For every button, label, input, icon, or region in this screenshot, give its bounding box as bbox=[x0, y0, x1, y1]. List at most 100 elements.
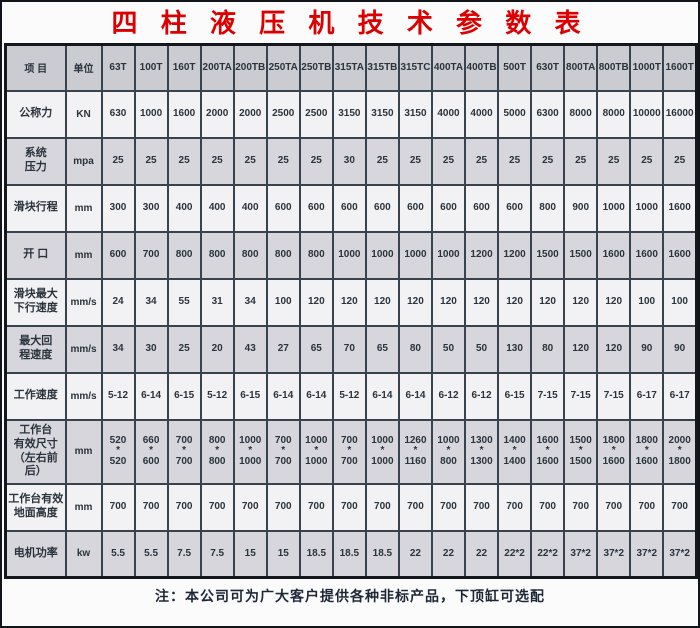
value-cell: 600 bbox=[397, 183, 433, 233]
value-cell: 700 bbox=[430, 482, 467, 532]
row-label: 最大回 程速度 bbox=[4, 324, 67, 374]
table-row: 滑块最大 下行速度 mm/s 24 34 55 31 34 100 120 120 120 120 12… bbox=[4, 277, 698, 327]
value-cell: 700 bbox=[397, 482, 433, 532]
value-cell: 18.5 bbox=[298, 529, 334, 579]
model-header-315tc: 315TC bbox=[397, 43, 433, 92]
value-cell: 2500 bbox=[265, 89, 301, 139]
value-cell: 1000 bbox=[629, 183, 665, 233]
value-cell: 6-14 bbox=[364, 371, 400, 421]
value-cell: 700 bbox=[596, 482, 632, 532]
value-cell: 34 bbox=[232, 277, 268, 327]
value-cell: 6-12 bbox=[464, 371, 500, 421]
value-cell: 600 bbox=[298, 183, 334, 233]
value-cell: 22 bbox=[430, 529, 467, 579]
value-cell: 15 bbox=[232, 529, 268, 579]
value-cell: 600 bbox=[331, 183, 367, 233]
col-header-item: 项 目 bbox=[4, 43, 67, 92]
value-cell: 120 bbox=[430, 277, 467, 327]
value-cell: 90 bbox=[629, 324, 665, 374]
value-cell: 50 bbox=[430, 324, 467, 374]
value-cell: 700 bbox=[265, 482, 301, 532]
row-label: 电机功率 bbox=[4, 529, 67, 579]
model-header-1000t: 1000T bbox=[629, 43, 665, 92]
value-cell: 1300 * 1300 bbox=[464, 418, 500, 485]
value-cell: 16000 bbox=[662, 89, 698, 139]
value-cell: 100 bbox=[265, 277, 301, 327]
value-cell: 37*2 bbox=[563, 529, 599, 579]
value-cell: 27 bbox=[265, 324, 301, 374]
value-cell: 700 bbox=[464, 482, 500, 532]
value-cell: 8000 bbox=[596, 89, 632, 139]
value-cell: 1200 bbox=[464, 230, 500, 280]
value-cell: 700 bbox=[199, 482, 235, 532]
value-cell: 2500 bbox=[298, 89, 334, 139]
row-label: 工作速度 bbox=[4, 371, 67, 421]
value-cell: 700 bbox=[497, 482, 533, 532]
unit-cell: KN bbox=[64, 89, 103, 139]
unit-cell: mm/s bbox=[64, 277, 103, 327]
table-row: 工作速度 mm/s 5-12 6-14 6-15 5-12 6-15 6-14 6-14 5-12… bbox=[4, 371, 698, 421]
value-cell: 25 bbox=[100, 136, 136, 186]
value-cell: 25 bbox=[298, 136, 334, 186]
value-cell: 2000 bbox=[232, 89, 268, 139]
value-cell: 7.5 bbox=[166, 529, 202, 579]
model-header-800tb: 800TB bbox=[596, 43, 632, 92]
value-cell: 800 bbox=[232, 230, 268, 280]
row-label: 公称力 bbox=[4, 89, 67, 139]
value-cell: 65 bbox=[298, 324, 334, 374]
value-cell: 1600 bbox=[596, 230, 632, 280]
value-cell: 630 bbox=[100, 89, 136, 139]
value-cell: 520 * 520 bbox=[100, 418, 136, 485]
model-header-160t: 160T bbox=[166, 43, 202, 92]
value-cell: 25 bbox=[530, 136, 566, 186]
value-cell: 30 bbox=[133, 324, 169, 374]
value-cell: 25 bbox=[397, 136, 433, 186]
unit-cell: mm bbox=[64, 183, 103, 233]
value-cell: 55 bbox=[166, 277, 202, 327]
value-cell: 700 bbox=[662, 482, 698, 532]
value-cell: 700 bbox=[563, 482, 599, 532]
value-cell: 7-15 bbox=[596, 371, 632, 421]
value-cell: 130 bbox=[497, 324, 533, 374]
unit-cell: mm/s bbox=[64, 371, 103, 421]
value-cell: 120 bbox=[563, 277, 599, 327]
value-cell: 2000 bbox=[199, 89, 235, 139]
table-row: 开 口 mm 600 700 800 800 800 800 800 1000 1000 1000 10… bbox=[4, 230, 698, 280]
row-label: 开 口 bbox=[4, 230, 67, 280]
value-cell: 1500 bbox=[530, 230, 566, 280]
value-cell: 120 bbox=[596, 277, 632, 327]
value-cell: 400 bbox=[199, 183, 235, 233]
model-header-250tb: 250TB bbox=[298, 43, 334, 92]
value-cell: 30 bbox=[331, 136, 367, 186]
value-cell: 100 bbox=[662, 277, 698, 327]
value-cell: 1000 bbox=[430, 230, 467, 280]
value-cell: 120 bbox=[298, 277, 334, 327]
value-cell: 700 bbox=[232, 482, 268, 532]
value-cell: 25 bbox=[563, 136, 599, 186]
value-cell: 25 bbox=[166, 324, 202, 374]
value-cell: 700 bbox=[629, 482, 665, 532]
value-cell: 3150 bbox=[397, 89, 433, 139]
value-cell: 1000 * 1000 bbox=[298, 418, 334, 485]
model-header-1600t: 1600T bbox=[662, 43, 698, 92]
value-cell: 34 bbox=[133, 277, 169, 327]
value-cell: 37*2 bbox=[629, 529, 665, 579]
value-cell: 120 bbox=[530, 277, 566, 327]
value-cell: 700 bbox=[530, 482, 566, 532]
value-cell: 10000 bbox=[629, 89, 665, 139]
value-cell: 25 bbox=[133, 136, 169, 186]
model-header-630t: 630T bbox=[530, 43, 566, 92]
value-cell: 800 * 800 bbox=[199, 418, 235, 485]
value-cell: 25 bbox=[232, 136, 268, 186]
value-cell: 24 bbox=[100, 277, 136, 327]
value-cell: 6-14 bbox=[298, 371, 334, 421]
value-cell: 1600 bbox=[662, 183, 698, 233]
model-header-315ta: 315TA bbox=[331, 43, 367, 92]
value-cell: 8000 bbox=[563, 89, 599, 139]
col-header-unit: 单位 bbox=[64, 43, 103, 92]
value-cell: 800 bbox=[298, 230, 334, 280]
unit-cell: mm/s bbox=[64, 324, 103, 374]
value-cell: 700 bbox=[166, 482, 202, 532]
value-cell: 5.5 bbox=[133, 529, 169, 579]
